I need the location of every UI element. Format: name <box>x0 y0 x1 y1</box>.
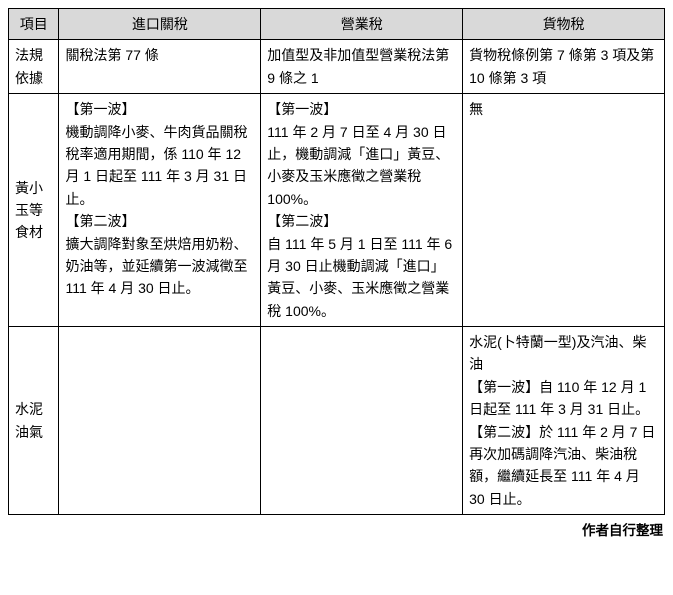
cell-r1-a: 關稅法第 77 條 <box>59 40 261 94</box>
header-commodity-tax: 貨物稅 <box>463 9 665 40</box>
header-import-tariff: 進口關稅 <box>59 9 261 40</box>
cell-r2-a: 【第一波】機動調降小麥、牛肉貨品關稅稅率適用期間，係 110 年 12 月 1 … <box>59 94 261 327</box>
table-row: 水泥油氣 水泥(卜特蘭一型)及汽油、柴油【第一波】自 110 年 12 月 1 … <box>9 327 665 515</box>
row-head-food: 黃小玉等食材 <box>9 94 59 327</box>
header-business-tax: 營業稅 <box>261 9 463 40</box>
cell-r1-c: 貨物稅條例第 7 條第 3 項及第 10 條第 3 項 <box>463 40 665 94</box>
table-caption: 作者自行整理 <box>8 515 665 539</box>
tax-policy-table: 項目 進口關稅 營業稅 貨物稅 法規依據 關稅法第 77 條 加值型及非加值型營… <box>8 8 665 515</box>
cell-r2-b: 【第一波】111 年 2 月 7 日至 4 月 30 日止，機動調減「進口」黃豆… <box>261 94 463 327</box>
table-row: 黃小玉等食材 【第一波】機動調降小麥、牛肉貨品關稅稅率適用期間，係 110 年 … <box>9 94 665 327</box>
table-row: 法規依據 關稅法第 77 條 加值型及非加值型營業稅法第 9 條之 1 貨物稅條… <box>9 40 665 94</box>
cell-r3-a <box>59 327 261 515</box>
row-head-cement-oil: 水泥油氣 <box>9 327 59 515</box>
cell-r2-c: 無 <box>463 94 665 327</box>
table-header-row: 項目 進口關稅 營業稅 貨物稅 <box>9 9 665 40</box>
cell-r3-b <box>261 327 463 515</box>
cell-r1-b: 加值型及非加值型營業稅法第 9 條之 1 <box>261 40 463 94</box>
cell-r3-c: 水泥(卜特蘭一型)及汽油、柴油【第一波】自 110 年 12 月 1 日起至 1… <box>463 327 665 515</box>
header-item: 項目 <box>9 9 59 40</box>
row-head-legal-basis: 法規依據 <box>9 40 59 94</box>
